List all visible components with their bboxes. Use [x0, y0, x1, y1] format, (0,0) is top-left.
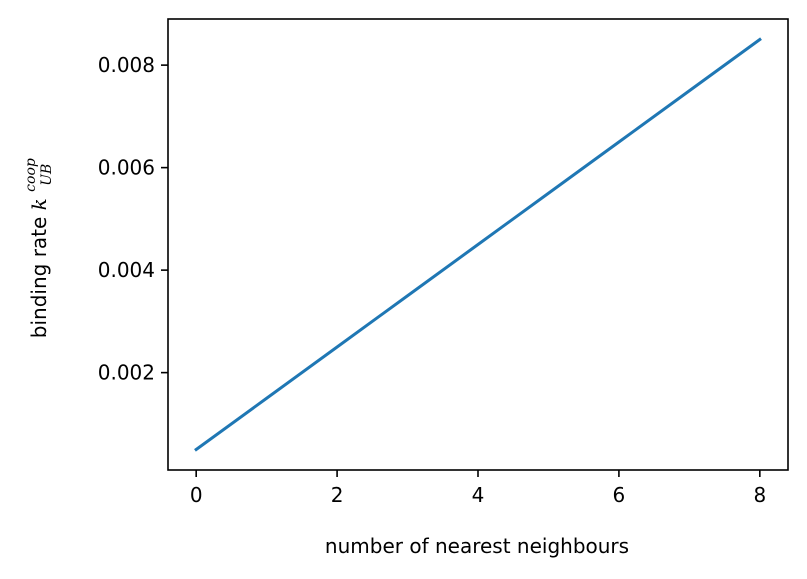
- x-axis-ticks: 0 2 4 6 8: [190, 470, 766, 507]
- y-tick-label: 0.002: [98, 361, 155, 385]
- y-tick-label: 0.004: [98, 258, 155, 282]
- x-tick-label: 8: [753, 483, 766, 507]
- x-tick-label: 0: [190, 483, 203, 507]
- x-tick-label: 4: [472, 483, 485, 507]
- y-axis-label-subscript: UB: [39, 164, 55, 186]
- y-axis-label-superscript: coop: [23, 158, 39, 192]
- y-axis-label-prefix: binding rate: [27, 210, 51, 338]
- x-tick-label: 6: [613, 483, 626, 507]
- y-tick-label: 0.006: [98, 156, 155, 180]
- y-axis-label-symbol: k: [27, 198, 51, 210]
- y-tick-label: 0.008: [98, 53, 155, 77]
- series-line: [194, 37, 762, 452]
- y-axis-ticks: 0.002 0.004 0.006 0.008: [98, 53, 168, 385]
- series-layer: [194, 37, 762, 452]
- x-tick-label: 2: [331, 483, 344, 507]
- x-axis-label: number of nearest neighbours: [325, 534, 629, 558]
- y-axis-label: binding rate k coop UB: [16, 152, 55, 338]
